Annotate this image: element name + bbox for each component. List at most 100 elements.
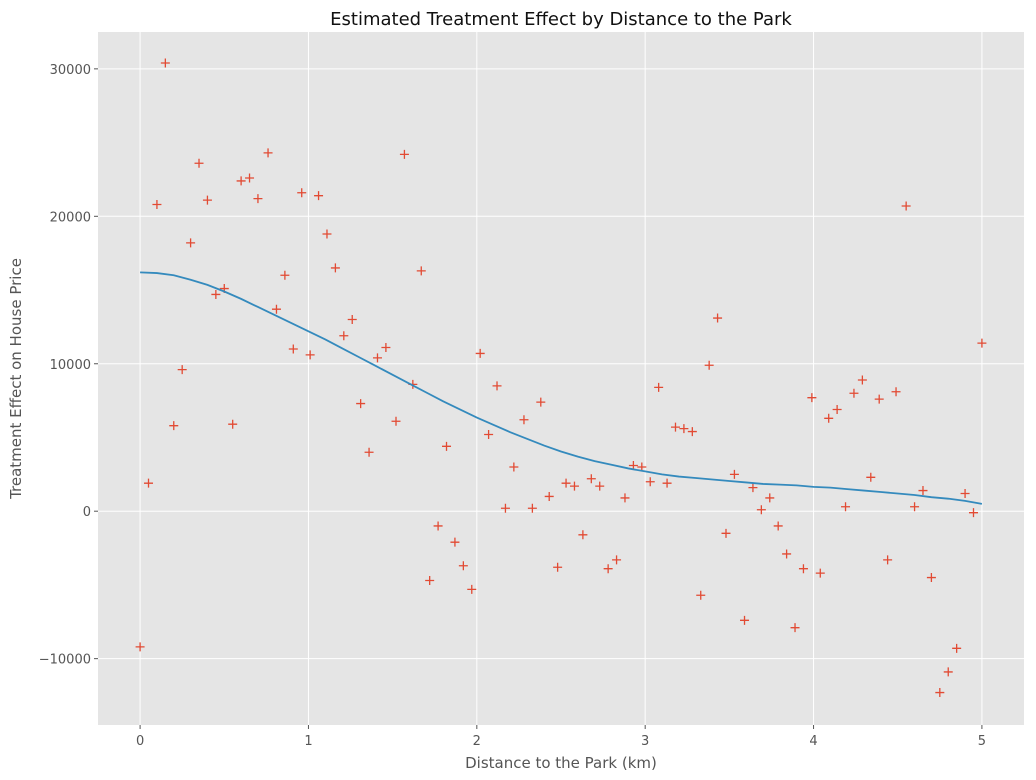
- scatter-point: [356, 399, 366, 409]
- y-axis-ticks: −10000 0 10000 20000 30000: [39, 63, 98, 668]
- scatter-point: [849, 388, 859, 398]
- fitted-curve: [140, 271, 983, 505]
- scatter-point: [815, 568, 825, 578]
- scatter-point: [561, 478, 571, 488]
- scatter-point: [832, 404, 842, 414]
- scatter-point: [228, 419, 238, 429]
- scatter-point: [160, 58, 170, 68]
- scatter-point: [960, 489, 970, 499]
- y-tick-label: 20000: [50, 210, 91, 225]
- scatter-point: [782, 549, 792, 559]
- scatter-point: [467, 584, 477, 594]
- scatter-point: [578, 530, 588, 540]
- scatter-point: [194, 158, 204, 168]
- scatter-point: [926, 573, 936, 583]
- scatter-point: [186, 238, 196, 248]
- x-tick-label: 5: [978, 734, 986, 749]
- scatter-point: [245, 173, 255, 183]
- scatter-point: [841, 502, 851, 512]
- scatter-point: [662, 478, 672, 488]
- scatter-point: [544, 491, 554, 501]
- scatter-point: [339, 331, 349, 341]
- scatter-point: [824, 413, 834, 423]
- scatter-point: [756, 505, 766, 515]
- scatter-point: [305, 350, 315, 360]
- scatter-point: [740, 615, 750, 625]
- scatter-point: [399, 149, 409, 159]
- y-tick-label: −10000: [39, 653, 91, 668]
- scatter-point: [968, 508, 978, 518]
- scatter-point: [569, 481, 579, 491]
- x-tick-label: 1: [304, 734, 312, 749]
- scatter-point: [670, 422, 680, 432]
- scatter-point: [152, 200, 162, 210]
- scatter-point: [288, 344, 298, 354]
- scatter-point: [169, 421, 179, 431]
- x-axis-label: Distance to the Park (km): [465, 754, 657, 772]
- y-tick-label: 10000: [50, 358, 91, 373]
- scatter-point: [253, 194, 263, 204]
- x-axis-ticks: 0 1 2 3 4 5: [136, 725, 986, 749]
- scatter-point: [211, 289, 221, 299]
- scatter-point: [721, 528, 731, 538]
- scatter-point: [509, 462, 519, 472]
- scatter-point: [347, 315, 357, 325]
- scatter-point: [484, 430, 494, 440]
- scatter-point: [527, 503, 537, 513]
- scatter-point: [391, 416, 401, 426]
- scatter-point: [322, 229, 332, 239]
- y-axis-label: Treatment Effect on House Price: [7, 258, 25, 500]
- scatter-point: [177, 365, 187, 375]
- scatter-point: [857, 375, 867, 385]
- scatter-point: [910, 502, 920, 512]
- scatter-point: [943, 667, 953, 677]
- scatter-point: [458, 561, 468, 571]
- scatter-point: [475, 348, 485, 358]
- scatter-point: [236, 176, 246, 186]
- scatter-point: [765, 493, 775, 503]
- y-tick-label: 30000: [50, 63, 91, 78]
- scatter-point: [603, 564, 613, 574]
- scatter-point: [620, 493, 630, 503]
- scatter-point: [918, 486, 928, 496]
- scatter-point: [807, 393, 817, 403]
- scatter-point: [901, 201, 911, 211]
- x-tick-label: 3: [641, 734, 649, 749]
- scatter-point: [297, 188, 307, 198]
- scatter-point: [492, 381, 502, 391]
- scatter-point: [654, 382, 664, 392]
- scatter-point: [748, 483, 758, 493]
- scatter-point: [271, 304, 281, 314]
- scatter-point: [425, 576, 435, 586]
- fitted-curve-group: [140, 271, 983, 505]
- scatter-point: [612, 555, 622, 565]
- scatter-point: [553, 562, 563, 572]
- scatter-point: [536, 397, 546, 407]
- scatter-point: [433, 521, 443, 531]
- scatter-point: [935, 688, 945, 698]
- scatter-point: [280, 270, 290, 280]
- scatter-point: [500, 503, 510, 513]
- scatter-point: [696, 590, 706, 600]
- scatter-point: [952, 643, 962, 653]
- scatter-point: [798, 564, 808, 574]
- scatter-point: [586, 474, 596, 484]
- scatter-points: [135, 58, 987, 698]
- x-tick-label: 4: [809, 734, 817, 749]
- x-tick-label: 0: [136, 734, 144, 749]
- scatter-point: [883, 555, 893, 565]
- scatter-point: [135, 642, 145, 652]
- scatter-point: [729, 469, 739, 479]
- scatter-point: [645, 477, 655, 487]
- scatter-point: [713, 313, 723, 323]
- scatter-point: [442, 441, 452, 451]
- x-tick-label: 2: [473, 734, 481, 749]
- scatter-point: [263, 148, 273, 158]
- scatter-point: [519, 415, 529, 425]
- scatter-point: [202, 195, 212, 205]
- scatter-point: [790, 623, 800, 633]
- scatter-point: [381, 343, 391, 353]
- grid-lines: [98, 32, 1024, 725]
- plot-background: [98, 32, 1024, 725]
